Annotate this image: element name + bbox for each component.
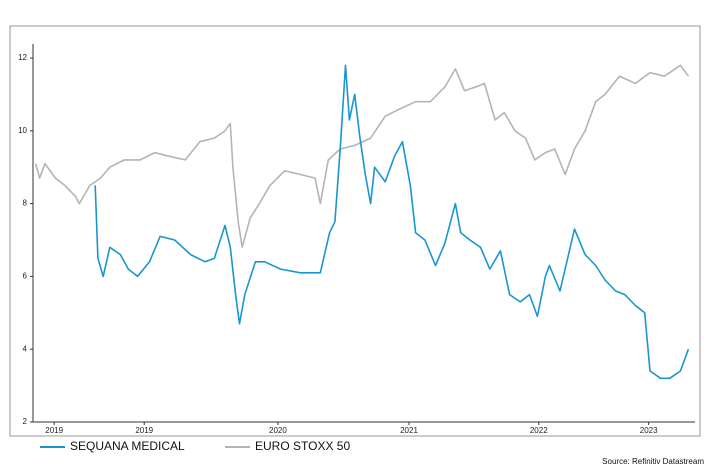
legend-label: SEQUANA MEDICAL <box>70 439 185 453</box>
x-tick-label: 2020 <box>269 426 287 435</box>
x-tick-label: 2022 <box>530 426 548 435</box>
y-tick-label: 10 <box>18 126 27 135</box>
frame <box>9 25 701 437</box>
y-tick-label: 8 <box>23 199 28 208</box>
x-tick-label: 2021 <box>400 426 418 435</box>
y-tick-label: 2 <box>23 417 28 426</box>
source-note: Source: Refinitiv Datastream <box>602 457 704 466</box>
x-tick-label: 2019 <box>45 426 63 435</box>
y-tick-label: 6 <box>23 272 28 281</box>
legend-label: EURO STOXX 50 <box>255 439 350 453</box>
x-tick-label: 2023 <box>640 426 658 435</box>
y-tick-label: 12 <box>18 53 27 62</box>
series-line <box>34 64 690 249</box>
y-tick-label: 4 <box>23 344 28 353</box>
series-line <box>94 64 690 380</box>
x-tick-label: 2019 <box>135 426 153 435</box>
